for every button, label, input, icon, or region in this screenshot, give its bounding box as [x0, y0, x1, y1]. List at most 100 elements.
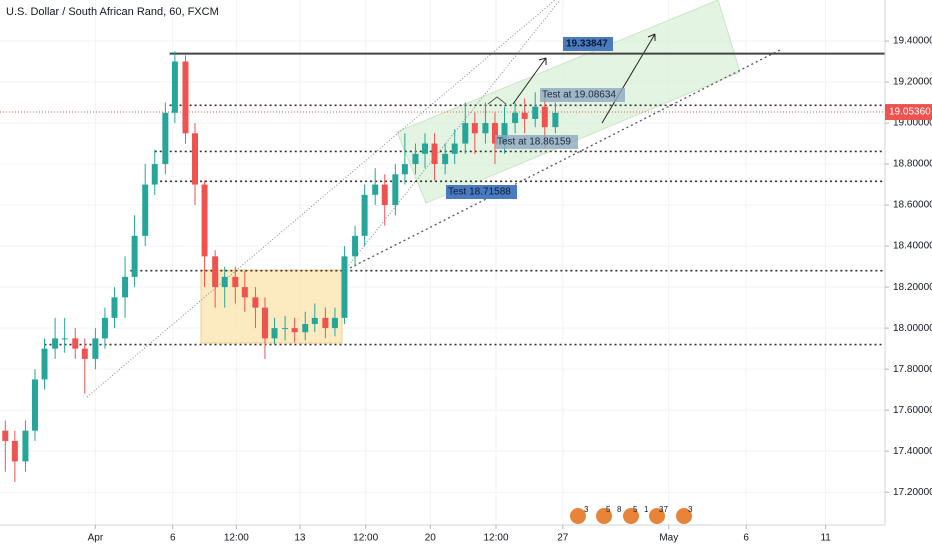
candle-body	[162, 112, 169, 165]
y-tick-label: 18.00000	[893, 323, 932, 334]
candle-body	[111, 297, 118, 318]
candle-body	[31, 379, 38, 431]
levels	[0, 52, 885, 346]
candle-body	[491, 123, 498, 144]
event-icon	[649, 508, 665, 524]
annotation-box	[495, 135, 578, 149]
candle-body	[72, 338, 79, 349]
trend-line	[86, 0, 556, 398]
y-tick-label: 17.20000	[893, 487, 932, 498]
event-count: 3	[688, 505, 693, 514]
candle-body	[212, 256, 219, 288]
candle-body	[512, 112, 519, 124]
trend-line	[344, 0, 561, 271]
y-tick-label: 17.80000	[893, 364, 932, 375]
candle-body	[331, 317, 338, 329]
candles	[2, 51, 559, 482]
candle-body	[101, 317, 108, 339]
x-tick-label: May	[659, 533, 678, 544]
annotation: 19.33847	[566, 39, 608, 50]
y-tick-label: 18.80000	[893, 159, 932, 170]
candle-body	[451, 143, 458, 154]
trend-line	[349, 49, 781, 269]
x-tick-label: 20	[425, 533, 437, 544]
y-tick-label: 18.40000	[893, 241, 932, 252]
candle-body	[532, 106, 539, 119]
event-count: 5	[633, 505, 638, 514]
candle-body	[482, 123, 489, 134]
candle-body	[151, 164, 158, 185]
candle-body	[92, 338, 99, 359]
candle-body	[361, 194, 368, 236]
x-tick-label: 13	[294, 533, 306, 544]
candle-body	[541, 106, 548, 128]
candle-body	[372, 184, 379, 195]
candle-body	[412, 153, 419, 165]
candle-body	[252, 297, 259, 308]
candle-body	[81, 348, 88, 359]
candle-body	[201, 184, 208, 257]
candle-body	[422, 143, 429, 154]
candle-body	[52, 338, 59, 349]
y-tick-label: 19.20000	[893, 77, 932, 88]
candle-body	[311, 317, 318, 325]
event-count: 5	[606, 505, 611, 514]
annotation-box	[540, 88, 625, 102]
x-tick-label: 27	[557, 533, 569, 544]
candle-body	[2, 430, 9, 441]
y-tick-label: 19.00000	[893, 118, 932, 129]
annotation: Test at 19.08634	[542, 90, 616, 101]
event-icon	[676, 508, 692, 524]
candle-body	[521, 112, 528, 119]
price-tag	[885, 104, 932, 121]
event-icon	[570, 508, 586, 524]
candle-body	[232, 276, 239, 288]
annotation: Test 18.71588	[448, 187, 511, 198]
arrow	[601, 33, 656, 124]
candle-body	[41, 348, 48, 380]
arrow	[512, 57, 547, 105]
candle-body	[431, 143, 438, 165]
candle-body	[131, 235, 138, 277]
y-tick-label: 17.40000	[893, 446, 932, 457]
candle-body	[552, 112, 559, 128]
y-tick-label: 19.40000	[893, 36, 932, 47]
candle-body	[241, 287, 248, 298]
candle-body	[282, 328, 289, 330]
candle-body	[171, 61, 178, 113]
event-count: 1	[644, 505, 649, 514]
candle-body	[462, 123, 469, 144]
events: 3 5 8 5 1 37 3	[570, 505, 693, 524]
candle-body	[401, 164, 408, 175]
candle-body	[61, 338, 68, 340]
candle-body	[352, 235, 359, 257]
event-count: 8	[617, 505, 622, 514]
candle-body	[221, 276, 228, 288]
zigzag	[487, 96, 507, 105]
candle-body	[182, 61, 189, 134]
candle-body	[11, 440, 18, 462]
event-count: 37	[659, 505, 668, 514]
x-tick-label: 6	[170, 533, 176, 544]
x-tick-label: 6	[743, 533, 749, 544]
candle-body	[271, 328, 278, 339]
y-tick-label: 18.20000	[893, 282, 932, 293]
candle-body	[501, 123, 508, 144]
chart-title: U.S. Dollar / South African Rand, 60, FX…	[6, 6, 219, 18]
candle-body	[471, 123, 478, 134]
event-count: 3	[584, 505, 589, 514]
price-tag-label: 19.05360	[889, 107, 931, 118]
candle-body	[22, 430, 29, 462]
annotation: Test at 18.86159	[497, 137, 571, 148]
candle-body	[291, 328, 298, 333]
x-tick-label: 12:00	[224, 533, 249, 544]
event-icon	[623, 508, 639, 524]
candle-body	[142, 184, 149, 236]
candle-body	[261, 307, 268, 339]
candle-body	[122, 276, 129, 298]
annotation-box	[446, 185, 517, 199]
candle-body	[192, 133, 199, 185]
candle-body	[322, 317, 329, 329]
